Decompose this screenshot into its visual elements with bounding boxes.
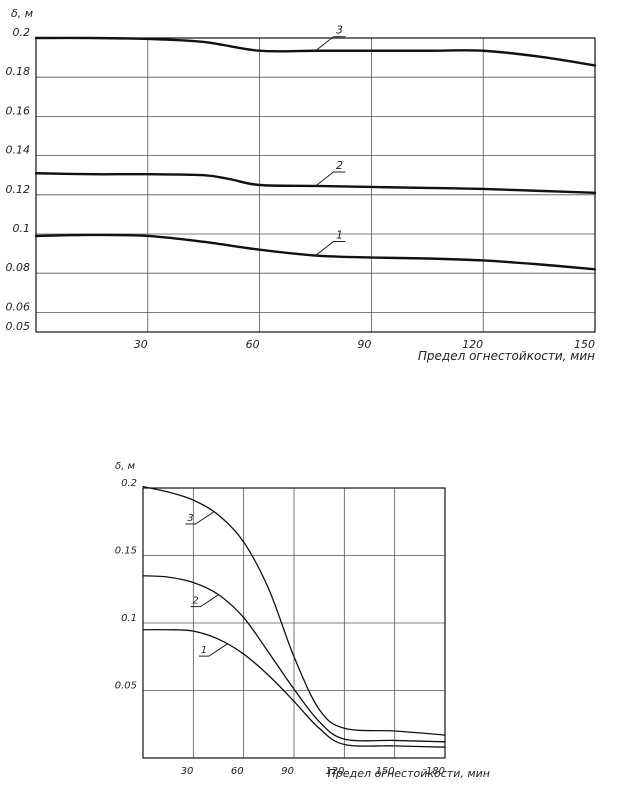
- label-leader-1: [198, 643, 228, 657]
- y-tick-label: 0.1: [121, 613, 137, 624]
- label-leader-1: [315, 241, 346, 256]
- label-leader-3: [315, 36, 346, 52]
- series-line-1: [34, 233, 597, 271]
- y-tick-label: 0.05: [115, 681, 137, 692]
- y-axis-label: δ, м: [11, 7, 33, 20]
- series-line-2: [142, 575, 446, 743]
- x-tick-label: 60: [231, 766, 244, 777]
- x-axis-label: Предел огнестойкости, мин: [328, 767, 490, 780]
- y-tick-label: 0.05: [6, 320, 31, 333]
- curve-label-2: 2: [192, 596, 198, 607]
- chart-top: 0.05 0.06 0.08 0.1 0.12 0.14 0.16 0.18 0.2 30 60 90…: [6, 7, 597, 363]
- series-line-1: [142, 629, 446, 748]
- y-tick-label: 0.14: [6, 144, 31, 157]
- x-tick-label: 120: [462, 338, 483, 351]
- label-leader-3: [185, 511, 214, 525]
- x-tick-label: 60: [246, 338, 260, 351]
- y-tick-label: 0.15: [115, 546, 137, 557]
- plot-frame: [35, 37, 596, 333]
- curve-label-1: 1: [336, 229, 343, 242]
- x-tick-label: 90: [357, 338, 371, 351]
- plot-frame: [142, 487, 446, 759]
- x-tick-label: 150: [574, 338, 595, 351]
- curve-label-1: 1: [201, 645, 207, 656]
- x-tick-label: 90: [281, 766, 294, 777]
- y-tick-label: 0.18: [6, 65, 31, 78]
- y-axis-label: δ, м: [115, 461, 135, 472]
- chart-bottom: 0.05 0.1 0.15 0.2 30 60 90 120 150 180 δ, м Предел …: [115, 461, 490, 780]
- y-tick-label: 0.08: [6, 261, 31, 274]
- y-tick-label: 0.16: [6, 104, 31, 117]
- y-tick-label: 0.06: [6, 300, 31, 313]
- series-line-3: [142, 486, 446, 736]
- x-tick-label: 120: [325, 766, 344, 777]
- curve-label-3: 3: [336, 24, 343, 37]
- label-leader-2: [190, 594, 219, 608]
- x-tick-label: 180: [426, 766, 445, 777]
- y-tick-label: 0.2: [13, 26, 31, 39]
- x-tick-label: 30: [181, 766, 194, 777]
- x-axis-label: Предел огнестойкости, мин: [418, 349, 595, 363]
- series-line-3: [34, 36, 597, 67]
- x-tick-label: 150: [376, 766, 395, 777]
- curve-label-2: 2: [336, 159, 343, 172]
- x-tick-label: 30: [134, 338, 148, 351]
- y-tick-label: 0.12: [6, 183, 31, 196]
- label-leader-2: [315, 171, 346, 187]
- curve-label-3: 3: [187, 513, 193, 524]
- series-line-2: [34, 172, 597, 195]
- y-tick-label: 0.2: [121, 478, 137, 489]
- y-tick-label: 0.1: [13, 222, 31, 235]
